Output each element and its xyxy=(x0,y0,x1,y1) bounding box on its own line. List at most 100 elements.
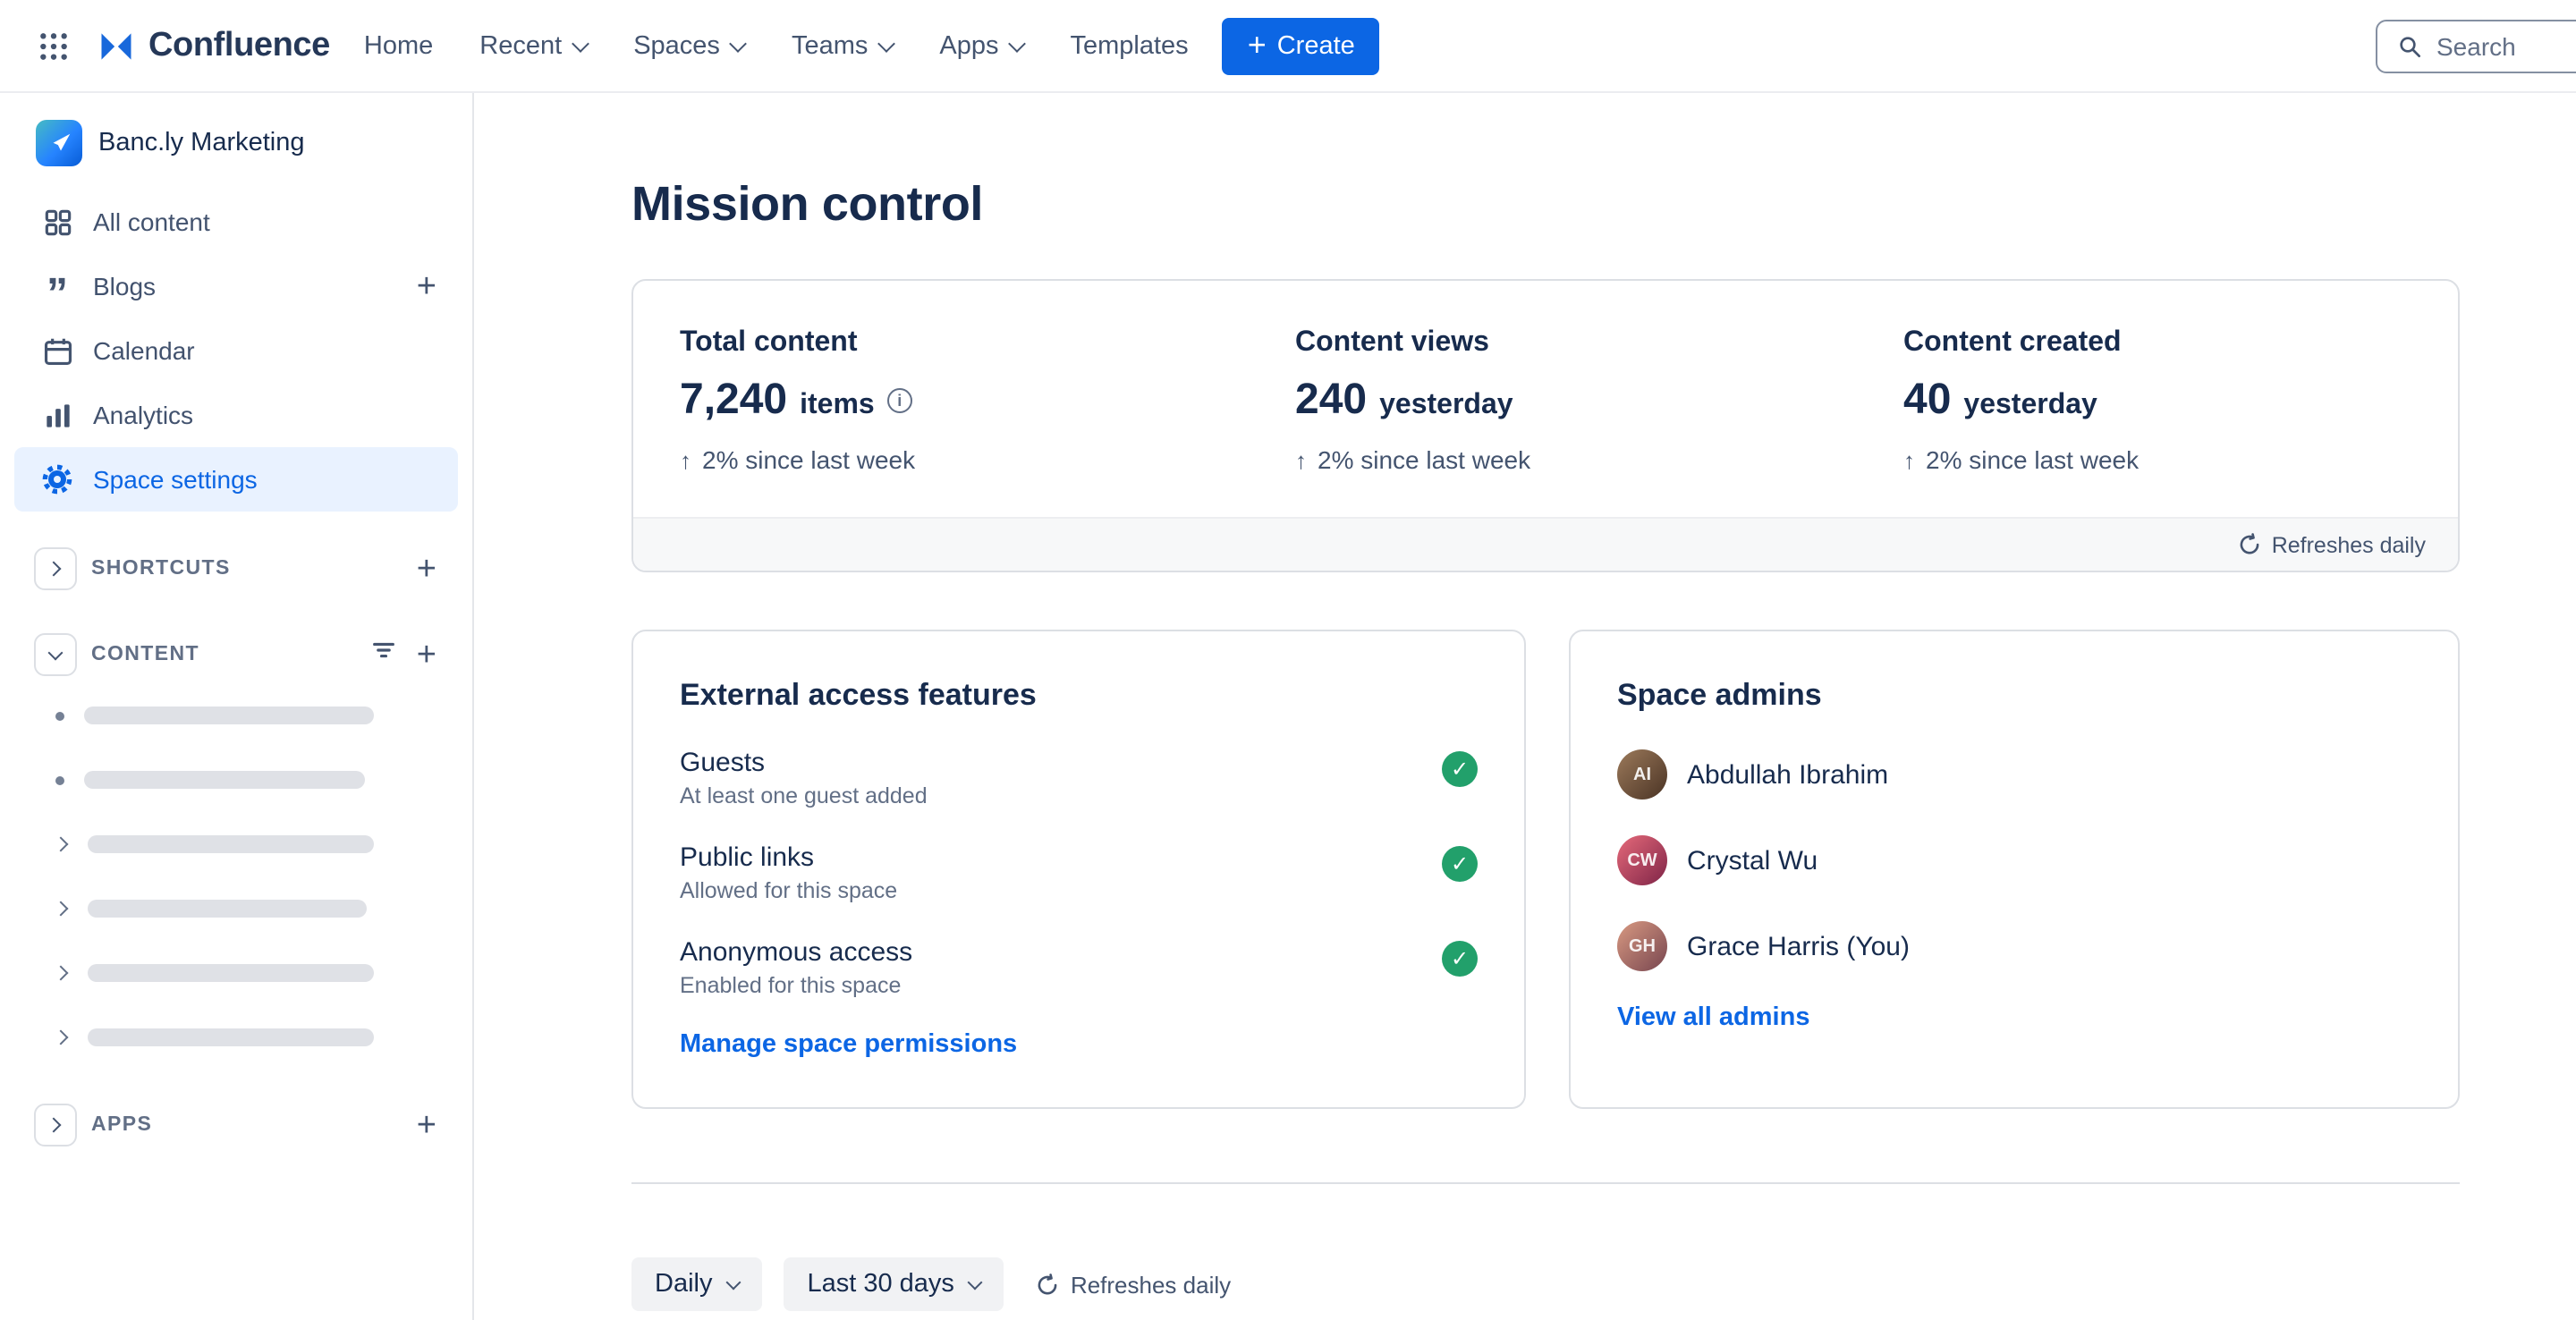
quote-icon: ” xyxy=(47,269,68,317)
chevron-right-icon[interactable] xyxy=(53,965,69,981)
info-icon[interactable]: i xyxy=(886,388,912,413)
manage-space-permissions-link[interactable]: Manage space permissions xyxy=(680,1030,1018,1059)
bullet-icon xyxy=(55,711,64,720)
avatar[interactable]: AI xyxy=(1617,749,1667,800)
nav-recent[interactable]: Recent xyxy=(456,0,610,92)
search-icon xyxy=(2400,37,2420,57)
app-switcher-button[interactable] xyxy=(25,17,82,74)
sidebar-item-calendar[interactable]: Calendar xyxy=(14,318,458,383)
content-tree-item-loading xyxy=(0,876,472,941)
check-circle-icon: ✓ xyxy=(1442,846,1478,882)
content-tree-item-loading xyxy=(0,812,472,876)
stats-refresh-note: Refreshes daily xyxy=(633,517,2458,571)
admin-row: CW Crystal Wu xyxy=(1617,835,2411,885)
chevron-down-icon xyxy=(877,34,896,52)
chevron-right-icon[interactable] xyxy=(53,901,69,917)
confluence-logo-icon xyxy=(101,32,131,59)
analytics-controls: Daily Last 30 days Refreshes daily xyxy=(631,1257,2460,1311)
trend-up-icon: ↑ xyxy=(680,446,691,473)
avatar[interactable]: CW xyxy=(1617,835,1667,885)
check-circle-icon: ✓ xyxy=(1442,941,1478,977)
sidebar-item-space-settings[interactable]: Space settings xyxy=(14,447,458,512)
space-header[interactable]: Banc.ly Marketing xyxy=(14,107,458,179)
granularity-dropdown[interactable]: Daily xyxy=(631,1257,763,1311)
chevron-down-icon xyxy=(1008,34,1027,52)
refresh-icon xyxy=(1038,1273,1058,1294)
chevron-right-icon[interactable] xyxy=(34,547,77,590)
space-admins-card: Space admins AI Abdullah Ibrahim CW Crys… xyxy=(1569,630,2460,1109)
chevron-down-icon[interactable] xyxy=(34,633,77,676)
main-content: Mission control Total content 7,240 item… xyxy=(474,93,2576,1320)
grid-icon xyxy=(38,205,77,239)
gear-icon xyxy=(38,461,77,497)
chevron-right-icon[interactable] xyxy=(34,1104,77,1147)
add-blog-button[interactable]: + xyxy=(416,267,436,305)
stat-content-created: Content created 40 yesterday ↑ 2% since … xyxy=(1903,327,2140,474)
admin-row: GH Grace Harris (You) xyxy=(1617,921,2411,971)
date-range-dropdown[interactable]: Last 30 days xyxy=(784,1257,1004,1311)
space-sidebar: Banc.ly Marketing All content ” Blogs + xyxy=(0,93,474,1320)
stats-card: Total content 7,240 items i ↑ 2% since l… xyxy=(631,279,2460,572)
space-avatar-icon xyxy=(36,120,82,166)
skeleton-bar xyxy=(88,964,374,982)
bar-chart-icon xyxy=(38,398,77,432)
sidebar-section-content[interactable]: CONTENT + xyxy=(14,626,458,683)
trend-up-icon: ↑ xyxy=(1903,446,1915,473)
add-app-button[interactable]: + xyxy=(416,1106,436,1144)
space-name: Banc.ly Marketing xyxy=(98,129,305,157)
content-tree-item-loading xyxy=(0,1005,472,1070)
avatar[interactable]: GH xyxy=(1617,921,1667,971)
skeleton-bar xyxy=(88,1028,374,1046)
nav-teams[interactable]: Teams xyxy=(768,0,916,92)
chevron-down-icon xyxy=(968,1273,984,1290)
nav-apps[interactable]: Apps xyxy=(916,0,1046,92)
search-placeholder: Search xyxy=(2436,32,2516,61)
top-navigation: Confluence Home Recent Spaces Teams Apps… xyxy=(0,0,2576,93)
rocket-icon xyxy=(52,132,70,150)
stat-total-content: Total content 7,240 items i ↑ 2% since l… xyxy=(680,327,916,474)
card-title: Space admins xyxy=(1617,678,1822,712)
view-all-admins-link[interactable]: View all admins xyxy=(1617,1003,1810,1032)
chevron-right-icon[interactable] xyxy=(53,836,69,852)
sidebar-item-analytics[interactable]: Analytics xyxy=(14,383,458,447)
check-circle-icon: ✓ xyxy=(1442,751,1478,787)
page-title: Mission control xyxy=(631,177,984,231)
stat-content-views: Content views 240 yesterday ↑ 2% since l… xyxy=(1295,327,1531,474)
nav-home[interactable]: Home xyxy=(363,31,434,60)
chevron-down-icon xyxy=(730,34,748,52)
sidebar-item-blogs[interactable]: ” Blogs + xyxy=(14,254,458,318)
create-button[interactable]: + Create xyxy=(1222,17,1380,74)
confluence-logo-text: Confluence xyxy=(148,26,330,63)
nav-templates[interactable]: Templates xyxy=(1070,31,1189,60)
refresh-icon xyxy=(2240,533,2259,554)
card-title: External access features xyxy=(680,678,1037,712)
sidebar-section-shortcuts[interactable]: SHORTCUTS + xyxy=(14,540,458,597)
admin-row: AI Abdullah Ibrahim xyxy=(1617,749,2411,800)
confluence-logo[interactable]: Confluence xyxy=(97,26,330,65)
feature-guests: Guests At least one guest added ✓ xyxy=(680,748,1478,808)
add-content-button[interactable]: + xyxy=(416,636,436,673)
skeleton-bar xyxy=(88,835,374,853)
app-grid-icon xyxy=(40,32,67,59)
sidebar-section-apps[interactable]: APPS + xyxy=(14,1096,458,1154)
refresh-note: Refreshes daily xyxy=(1037,1271,1231,1298)
skeleton-bar xyxy=(84,707,374,724)
nav-spaces[interactable]: Spaces xyxy=(610,0,768,92)
chevron-right-icon[interactable] xyxy=(53,1029,69,1045)
content-tree-item-loading xyxy=(0,941,472,1005)
bullet-icon xyxy=(55,775,64,784)
sidebar-item-all-content[interactable]: All content xyxy=(14,190,458,254)
content-tree-item-loading xyxy=(0,683,472,748)
external-access-card: External access features Guests At least… xyxy=(631,630,1526,1109)
content-tree-item-loading xyxy=(0,748,472,812)
section-divider xyxy=(631,1182,2460,1184)
add-shortcut-button[interactable]: + xyxy=(416,550,436,588)
chevron-down-icon xyxy=(572,34,590,52)
trend-up-icon: ↑ xyxy=(1295,446,1307,473)
feature-anonymous-access: Anonymous access Enabled for this space … xyxy=(680,937,1478,998)
feature-public-links: Public links Allowed for this space ✓ xyxy=(680,842,1478,903)
search-input[interactable]: Search xyxy=(2376,20,2576,73)
filter-icon[interactable] xyxy=(370,637,397,673)
chevron-down-icon xyxy=(725,1273,741,1290)
